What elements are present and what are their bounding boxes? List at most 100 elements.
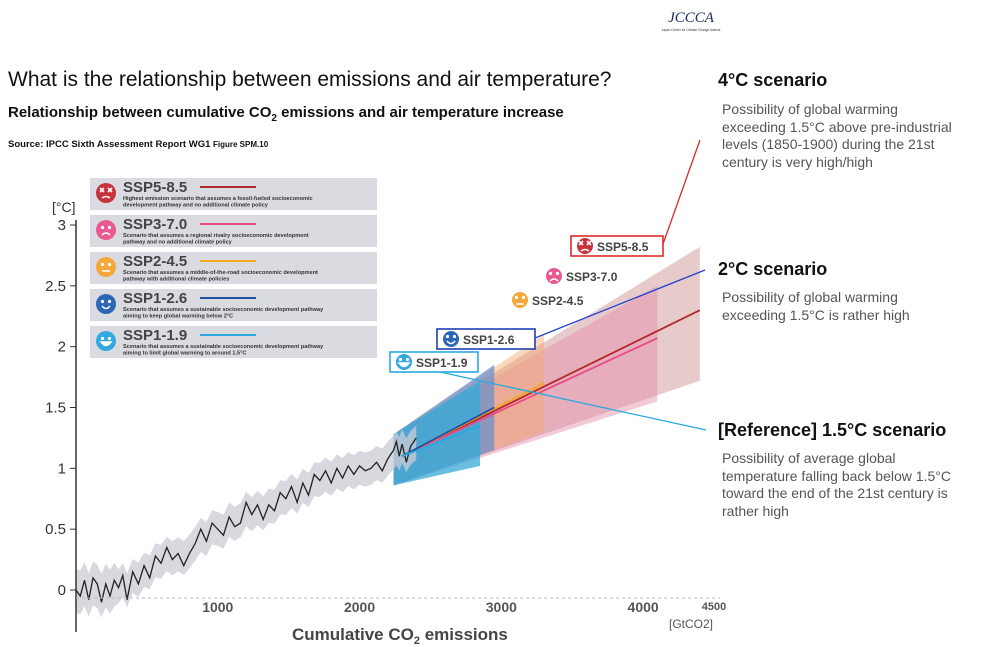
line-ssp1-2.6 bbox=[401, 406, 495, 457]
logo-text: JCCCA bbox=[668, 10, 715, 26]
face-icon bbox=[443, 331, 459, 347]
callout-box bbox=[389, 351, 479, 373]
face-icon bbox=[96, 183, 116, 203]
legend-box bbox=[90, 215, 377, 247]
y-tick-label: 1.5 bbox=[45, 400, 66, 417]
y-tick-label: 3 bbox=[58, 217, 66, 234]
legend-label: SSP2-4.5 bbox=[123, 253, 187, 270]
y-tick-label: 0.5 bbox=[45, 521, 66, 538]
face-icon bbox=[96, 220, 116, 240]
desc-line: Possibility of global warming bbox=[722, 289, 898, 305]
x-tick-label: 1000 bbox=[202, 599, 233, 615]
source-note: Source: IPCC Sixth Assessment Report WG1… bbox=[8, 139, 268, 150]
face-icon bbox=[512, 292, 528, 308]
legend-box bbox=[90, 289, 377, 321]
legend-desc-line: Scenario that assumes a middle-of-the-ro… bbox=[123, 270, 318, 276]
callout-line bbox=[439, 371, 707, 431]
jccca-logo: JCCCA Japan Center for Climate Change Ac… bbox=[662, 10, 721, 32]
plot-label-ssp3-7.0: SSP3-7.0 bbox=[546, 268, 618, 284]
desc-line: Possibility of global warming bbox=[722, 101, 898, 117]
scenario-2c-desc: Possibility of global warming exceeding … bbox=[722, 289, 910, 324]
subtitle-part-end: emissions and air temperature increase bbox=[276, 104, 564, 121]
y-tick-label: 2 bbox=[58, 339, 66, 356]
line-ssp5-8.5 bbox=[401, 309, 701, 457]
plot-label-text: SSP1-1.9 bbox=[416, 356, 468, 370]
subtitle-sub: 2 bbox=[271, 113, 277, 124]
desc-line: century is very high/high bbox=[722, 153, 873, 170]
legend-label: SSP5-8.5 bbox=[123, 179, 187, 196]
legend-label: SSP1-2.6 bbox=[123, 290, 187, 307]
x-tick-label: 3000 bbox=[486, 599, 517, 615]
source-figure: Figure SPM.10 bbox=[213, 140, 269, 149]
legend-desc-line: Scenario that assumes a sustainable soci… bbox=[123, 344, 324, 350]
face-icon bbox=[546, 268, 562, 284]
scenario-4c-title: 4°C scenario bbox=[718, 70, 828, 90]
x-tick-label: 4500 bbox=[702, 601, 726, 613]
legend-desc-line: aiming to limit global warming to around… bbox=[123, 351, 246, 357]
legend-desc-line: Scenario that assumes a sustainable soci… bbox=[123, 307, 324, 313]
scenario-2c-title: 2°C scenario bbox=[718, 259, 828, 279]
plot-label-text: SSP3-7.0 bbox=[566, 270, 618, 284]
chart-subtitle: Relationship between cumulative CO2 emis… bbox=[8, 104, 564, 124]
legend-box bbox=[90, 326, 377, 358]
x-axis-label: Cumulative CO2 emissions bbox=[292, 625, 508, 647]
legend-desc-line: aiming to keep global warming below 2°C bbox=[123, 314, 233, 320]
desc-line: exceeding 1.5°C is rather high bbox=[722, 306, 910, 323]
desc-line: toward the end of the 21st century is bbox=[722, 485, 948, 501]
scenario-4c-desc: Possibility of global warming exceeding … bbox=[722, 101, 952, 171]
legend-desc-line: Scenario that assumes a regional rivalry… bbox=[123, 233, 309, 239]
face-icon bbox=[396, 354, 412, 370]
legend-box bbox=[90, 252, 377, 284]
desc-line: Possibility of average global bbox=[722, 450, 896, 466]
callout-line bbox=[534, 269, 706, 339]
plot-label-text: SSP1-2.6 bbox=[463, 333, 515, 347]
legend-desc-line: Highest emission scenario that assumes a… bbox=[123, 196, 313, 202]
plot-label-text: SSP2-4.5 bbox=[532, 294, 584, 308]
desc-line: exceeding 1.5°C above pre-industrial bbox=[722, 118, 952, 135]
logo-caption: Japan Center for Climate Change Actions bbox=[662, 28, 721, 32]
source-text: Source: IPCC Sixth Assessment Report WG1 bbox=[8, 139, 214, 150]
face-icon bbox=[96, 294, 116, 314]
callout-line bbox=[662, 139, 701, 245]
legend-desc-line: pathway and no additional climate policy bbox=[123, 240, 233, 246]
legend-desc-line: pathway with additional climate policies bbox=[123, 277, 229, 283]
y-unit-label: [°C] bbox=[52, 199, 76, 215]
legend-box bbox=[90, 178, 377, 210]
callout-box bbox=[570, 235, 664, 257]
callout-box bbox=[436, 328, 536, 350]
historical-uncertainty-band bbox=[76, 425, 417, 618]
x-unit-label: [GtCO2] bbox=[669, 617, 713, 631]
plot-label-ssp1-1.9: SSP1-1.9 bbox=[389, 351, 707, 431]
x-tick-label: 2000 bbox=[344, 599, 375, 615]
legend-label: SSP1-1.9 bbox=[123, 327, 187, 344]
legend-desc-line: development pathway and no additional cl… bbox=[123, 203, 269, 209]
page-title: What is the relationship between emissio… bbox=[8, 68, 612, 91]
historical-line bbox=[75, 437, 417, 603]
desc-line: temperature falling back below 1.5°C bbox=[722, 467, 951, 484]
face-icon bbox=[96, 257, 116, 277]
y-tick-label: 0 bbox=[58, 582, 66, 599]
desc-line: rather high bbox=[722, 502, 789, 519]
plot-label-ssp5-8.5: SSP5-8.5 bbox=[570, 139, 701, 257]
y-tick-label: 2.5 bbox=[45, 278, 66, 295]
face-icon bbox=[96, 331, 116, 351]
desc-line: levels (1850-1900) during the 21st bbox=[722, 136, 935, 152]
legend-label: SSP3-7.0 bbox=[123, 216, 187, 233]
y-tick-label: 1 bbox=[58, 460, 66, 477]
scenario-15c-title: [Reference] 1.5°C scenario bbox=[718, 420, 947, 440]
scenario-15c-desc: Possibility of average global temperatur… bbox=[722, 450, 951, 520]
x-tick-label: 4000 bbox=[628, 599, 659, 615]
line-ssp1-1.9 bbox=[401, 424, 481, 458]
plot-label-text: SSP5-8.5 bbox=[597, 240, 649, 254]
plot-label-ssp1-2.6: SSP1-2.6 bbox=[436, 269, 706, 350]
line-ssp3-7.0 bbox=[401, 337, 658, 457]
subtitle-part: Relationship between cumulative CO bbox=[8, 104, 272, 121]
plot-label-ssp2-4.5: SSP2-4.5 bbox=[512, 292, 584, 308]
face-icon bbox=[577, 238, 593, 254]
